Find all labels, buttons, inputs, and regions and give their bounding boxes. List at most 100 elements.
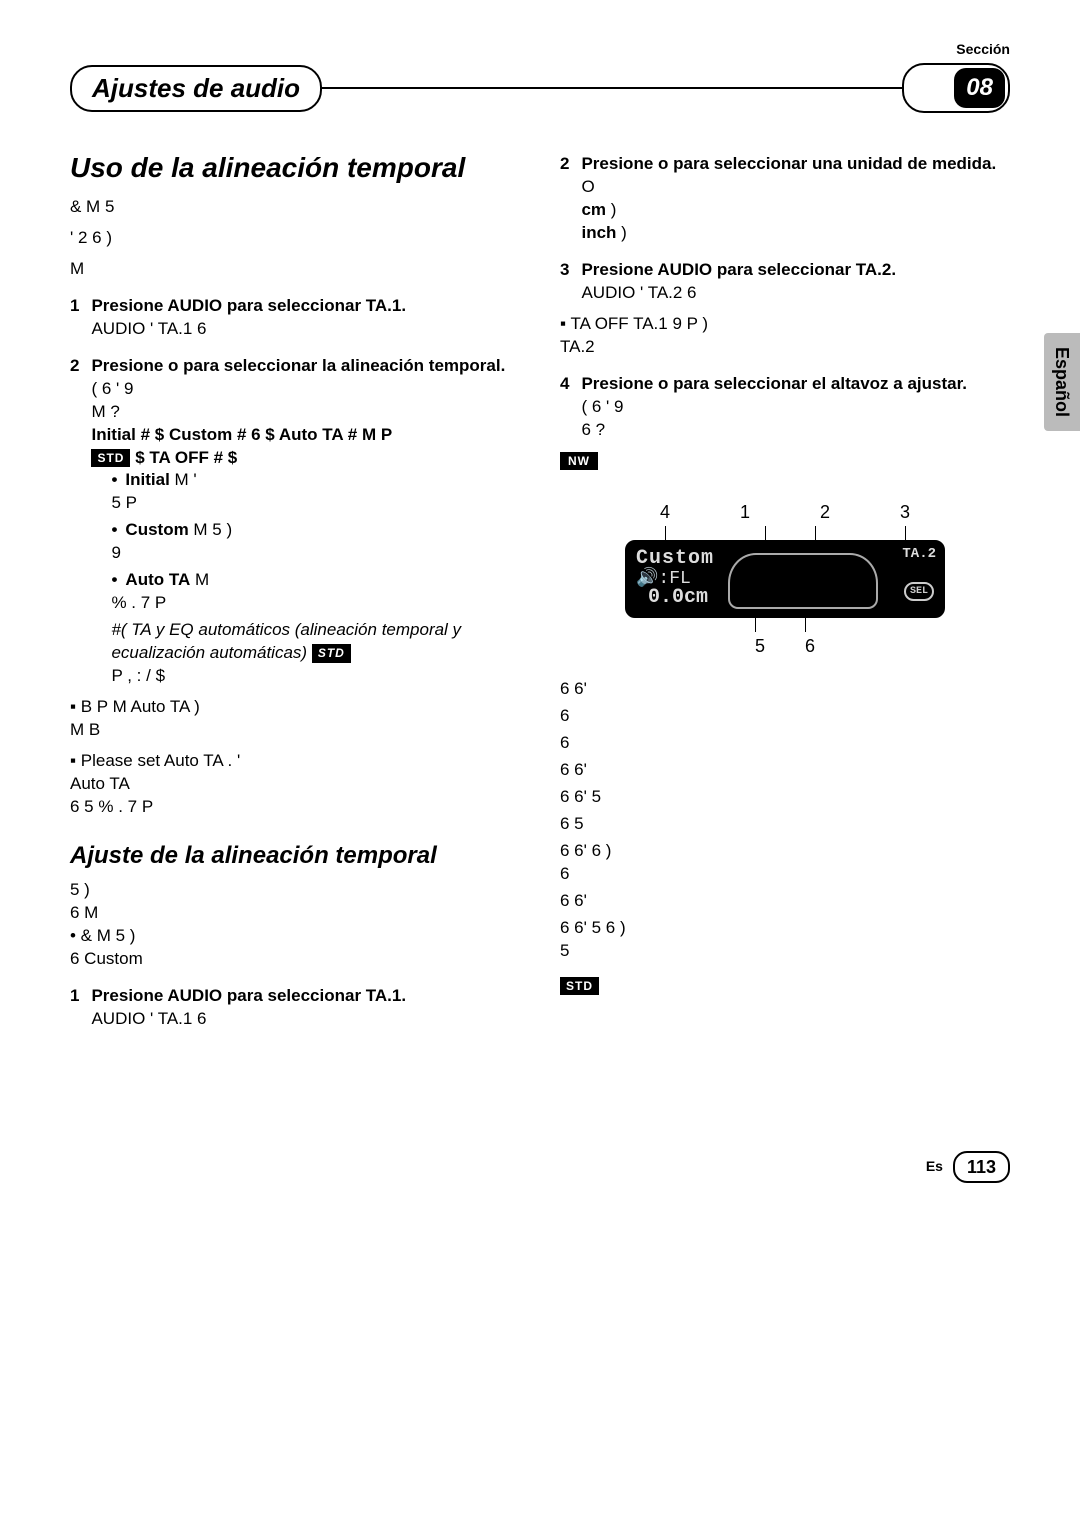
legend-item: 6 6' — [560, 890, 1010, 913]
step-1: 1 Presione AUDIO para seleccionar TA.1. … — [70, 295, 520, 341]
lcd-screen: Custom 🔊:FL 0.0cm TA.2 SEL — [625, 540, 945, 618]
step-std-line: STD $ TA OFF # $ — [91, 447, 520, 470]
step-number: 1 — [70, 295, 79, 341]
step-1b: 1 Presione AUDIO para seleccionar TA.1. … — [70, 985, 520, 1031]
callouts-top: 4 1 2 3 — [625, 500, 945, 524]
adj-line: 5 ) — [70, 879, 520, 902]
page-title: Ajustes de audio — [70, 65, 322, 112]
std-badge: STD — [560, 977, 599, 995]
footer-page-number: 113 — [953, 1151, 1010, 1183]
right-column: 2 Presione o para seleccionar una unidad… — [560, 153, 1010, 1030]
std-badge: STD — [312, 644, 351, 662]
step-body-text: O — [581, 176, 1010, 199]
callout-num: 2 — [820, 500, 830, 524]
intro-line: ' 2 6 ) — [70, 227, 520, 250]
legend-item: 6 — [560, 732, 1010, 755]
lcd-car-icon — [728, 553, 878, 609]
step-number: 1 — [70, 985, 79, 1031]
section-pill: 08 — [902, 63, 1010, 113]
page-footer: Es 113 — [70, 1151, 1010, 1183]
lcd-line3: 0.0cm — [648, 584, 708, 611]
step-number: 4 — [560, 373, 569, 442]
step-title: Presione AUDIO para seleccionar TA.2. — [581, 259, 1010, 282]
callouts-bottom: 5 6 — [625, 634, 945, 658]
legend-text: 6 6' — [560, 759, 1010, 782]
left-column: Uso de la alineación temporal & M 5 ' 2 … — [70, 153, 520, 1030]
step-title: Presione o para seleccionar una unidad d… — [581, 153, 1010, 176]
step-3r: 3 Presione AUDIO para seleccionar TA.2. … — [560, 259, 1010, 305]
note-text: ▪ Please set Auto TA . ' Auto TA 6 5 % .… — [70, 750, 520, 819]
step-body-text: AUDIO ' TA.1 6 — [91, 318, 520, 341]
bullet-initial: Initial M ' 5 P — [111, 469, 520, 515]
step-body-text: inch ) — [581, 222, 1010, 245]
legend-text: 6 6' 6 ) 6 — [560, 840, 1010, 886]
legend-text: 6 — [560, 705, 1010, 728]
step-title: Presione o para seleccionar la alineació… — [91, 355, 520, 378]
step-2: 2 Presione o para seleccionar la alineac… — [70, 355, 520, 688]
step-title: Presione AUDIO para seleccionar TA.1. — [91, 295, 520, 318]
legend-text: 6 6' 5 6 ) 5 — [560, 917, 1010, 963]
seccion-label: Sección — [70, 40, 1010, 59]
bullet-reference: #( TA y EQ automáticos (alineación tempo… — [111, 619, 520, 665]
title-divider — [320, 87, 904, 89]
footer-lang: Es — [926, 1157, 943, 1176]
legend-item: 6 6' 5 — [560, 786, 1010, 809]
note-please-set: ▪ Please set Auto TA . ' Auto TA 6 5 % .… — [70, 750, 520, 819]
adj-line: • & M 5 ) 6 Custom — [70, 925, 520, 971]
title-bar: Ajustes de audio 08 — [70, 63, 1010, 113]
step-2r: 2 Presione o para seleccionar una unidad… — [560, 153, 1010, 245]
bullet-label: Custom — [125, 520, 188, 539]
legend-text: 6 6' 5 — [560, 786, 1010, 809]
step-body-text: 6 ? — [581, 419, 1010, 442]
callout-num: 5 — [755, 634, 765, 658]
std-badge: STD — [91, 449, 130, 467]
step-body-text: ( 6 ' 9 — [91, 378, 520, 401]
sel-icon: SEL — [904, 582, 934, 602]
intro-line: & M 5 — [70, 196, 520, 219]
step-body-text: M ? — [91, 401, 520, 424]
legend-list: 6 6' 6 6 6 6' 6 6' 5 6 5 6 6' — [560, 678, 1010, 962]
bullet-autota: Auto TA M % . 7 P — [111, 569, 520, 615]
legend-text: 6 6' — [560, 678, 1010, 701]
step-title: Presione o para seleccionar el altavoz a… — [581, 373, 1010, 396]
heading-ajuste: Ajuste de la alineación temporal — [70, 843, 520, 869]
legend-item: 6 6' 5 6 ) 5 — [560, 917, 1010, 963]
legend-item: 6 6' — [560, 678, 1010, 701]
step-number: 3 — [560, 259, 569, 305]
nw-badge: NW — [560, 452, 598, 470]
lcd-right-label: TA.2 — [902, 545, 936, 564]
step-number: 2 — [560, 153, 569, 245]
legend-text: 6 6' — [560, 890, 1010, 913]
step-body-text: cm cm ) ) — [581, 199, 1010, 222]
language-tab: Español — [1044, 333, 1080, 431]
note-text: ▪ B P M Auto TA ) M B — [70, 696, 520, 742]
step-title: Presione AUDIO para seleccionar TA.1. — [91, 985, 520, 1008]
legend-item: 6 6' — [560, 759, 1010, 782]
legend-item: 6 5 — [560, 813, 1010, 836]
callout-num: 4 — [660, 500, 670, 524]
step-options: Initial # $ Custom # 6 $ Auto TA # M P — [91, 424, 520, 447]
bullet-label: Initial — [125, 470, 169, 489]
bullet-tail: P , : / $ — [111, 665, 520, 688]
lcd-diagram: 4 1 2 3 Custom 🔊:FL 0.0cm TA.2 SEL — [625, 500, 945, 659]
step-body-text: ( 6 ' 9 — [581, 396, 1010, 419]
option-bullets: Initial M ' 5 P Custom M 5 ) 9 Auto TA — [111, 469, 520, 615]
step-4r: 4 Presione o para seleccionar el altavoz… — [560, 373, 1010, 442]
ref-text: #( TA y EQ automáticos (alineación tempo… — [111, 620, 461, 662]
step-body-text: AUDIO ' TA.2 6 — [581, 282, 1010, 305]
callout-num: 6 — [805, 634, 815, 658]
legend-text: 6 — [560, 732, 1010, 755]
callout-num: 3 — [900, 500, 910, 524]
note-taoff: ▪ TA OFF TA.1 9 P ) TA.2 — [560, 313, 1010, 359]
bullet-custom: Custom M 5 ) 9 — [111, 519, 520, 565]
legend-item: 6 — [560, 705, 1010, 728]
heading-uso: Uso de la alineación temporal — [70, 153, 520, 184]
adj-line: 6 M — [70, 902, 520, 925]
section-number: 08 — [954, 68, 1005, 108]
bullet-label: Auto TA — [125, 570, 190, 589]
note-autota: ▪ B P M Auto TA ) M B — [70, 696, 520, 742]
note-text: ▪ TA OFF TA.1 9 P ) TA.2 — [560, 313, 1010, 359]
legend-item: 6 6' 6 ) 6 — [560, 840, 1010, 886]
intro-line: M — [70, 258, 520, 281]
step-number: 2 — [70, 355, 79, 688]
